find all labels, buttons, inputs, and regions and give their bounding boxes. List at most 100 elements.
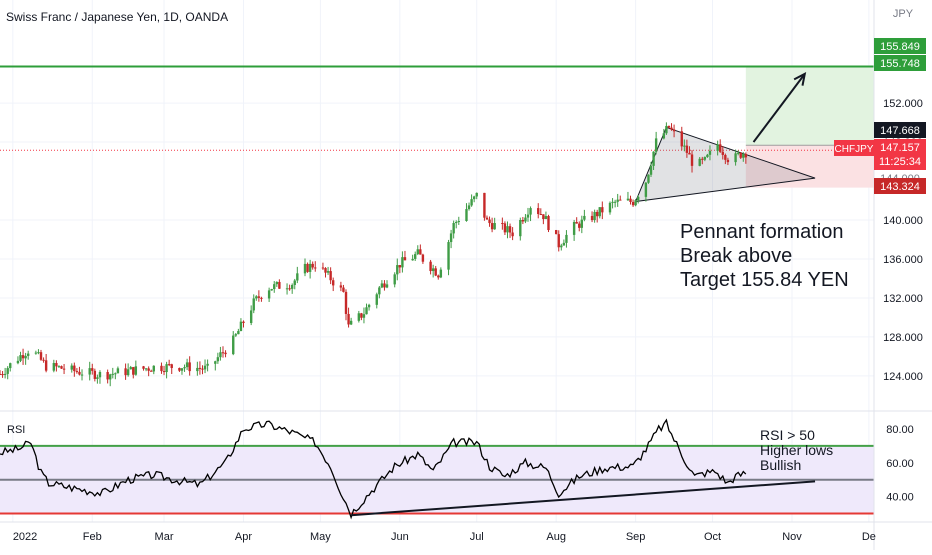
candle	[396, 258, 399, 281]
candle-body	[132, 367, 135, 375]
candle-body	[216, 357, 220, 362]
candle	[560, 243, 563, 251]
candle-body	[626, 198, 630, 201]
candle-body	[324, 268, 327, 273]
candle-body	[467, 205, 471, 210]
candle-body	[109, 374, 112, 380]
time-tick-label: 2022	[13, 531, 37, 543]
candle	[647, 174, 650, 184]
candle-body	[342, 287, 345, 292]
candle	[52, 359, 56, 373]
candle-body	[419, 249, 422, 255]
candle-body	[595, 211, 599, 217]
rsi-note-2: Higher lows	[760, 442, 833, 458]
candle-body	[314, 267, 317, 269]
candle	[508, 223, 512, 238]
candle	[9, 362, 12, 372]
candle-body	[526, 214, 530, 218]
candle-body	[106, 372, 109, 380]
candle-body	[170, 364, 173, 369]
candle-body	[273, 284, 276, 290]
badge-target-high-text: 155.849	[880, 41, 920, 53]
candle	[57, 365, 61, 368]
candle-body	[147, 368, 150, 371]
candle-body	[511, 232, 514, 237]
badge-countdown-text: 11:25:34	[879, 156, 921, 168]
candle-body	[124, 368, 127, 376]
candle-body	[331, 280, 335, 286]
candle-body	[401, 257, 404, 268]
candle	[42, 357, 45, 363]
candle-body	[616, 199, 619, 202]
candle-body	[39, 352, 43, 360]
candle	[111, 367, 114, 379]
candle	[452, 220, 455, 239]
badge-target	[874, 55, 926, 71]
candle	[629, 195, 632, 205]
candle-body	[21, 355, 25, 359]
candle-body	[483, 192, 486, 218]
candle	[493, 217, 496, 230]
candle-body	[255, 296, 258, 299]
candle-body	[296, 273, 299, 281]
candle	[357, 310, 361, 323]
candle	[242, 320, 245, 328]
candle	[414, 251, 417, 261]
candle	[488, 216, 491, 227]
candle-body	[465, 209, 468, 221]
candle-body	[183, 367, 186, 369]
candle	[1, 371, 4, 378]
candle	[152, 365, 155, 375]
candle-body	[185, 362, 189, 368]
candle	[285, 283, 289, 295]
level-lines	[0, 65, 874, 151]
candle	[519, 217, 522, 241]
candle	[636, 194, 640, 204]
candle	[55, 360, 58, 372]
candle-body	[470, 199, 473, 206]
candle-body	[80, 374, 84, 376]
arrow-shaft	[752, 73, 806, 143]
candle	[178, 367, 181, 372]
candle	[16, 356, 20, 365]
candle-body	[290, 284, 294, 289]
candle-body	[490, 223, 494, 230]
candle-body	[111, 373, 114, 375]
candle	[437, 274, 440, 280]
candle-body	[455, 222, 458, 224]
candle	[267, 287, 271, 302]
candle-body	[349, 320, 353, 325]
candle	[362, 307, 366, 324]
candle	[485, 215, 489, 220]
candle	[170, 363, 173, 375]
badge-support	[874, 178, 926, 194]
candle-body	[180, 368, 184, 371]
candle	[598, 207, 601, 219]
candle-body	[598, 207, 601, 217]
candle-body	[347, 313, 350, 325]
candle-body	[129, 367, 132, 370]
candle-body	[544, 216, 548, 220]
candle-body	[270, 289, 273, 291]
candle-body	[378, 287, 381, 295]
candle	[270, 288, 273, 291]
candle-body	[719, 144, 722, 152]
candle-body	[24, 355, 27, 359]
candle	[378, 285, 381, 299]
candle	[144, 367, 148, 372]
candle	[6, 366, 9, 380]
candle	[483, 192, 486, 221]
candle	[44, 353, 48, 373]
candle-body	[360, 313, 363, 318]
candle	[162, 365, 166, 376]
candle-body	[275, 281, 279, 285]
candle-body	[326, 271, 330, 273]
candle-body	[703, 157, 707, 160]
candle	[385, 280, 389, 289]
candle	[575, 217, 578, 224]
candle-body	[1, 374, 4, 376]
candle	[626, 191, 630, 201]
annotation-line-3: Target 155.84 YEN	[680, 269, 849, 291]
